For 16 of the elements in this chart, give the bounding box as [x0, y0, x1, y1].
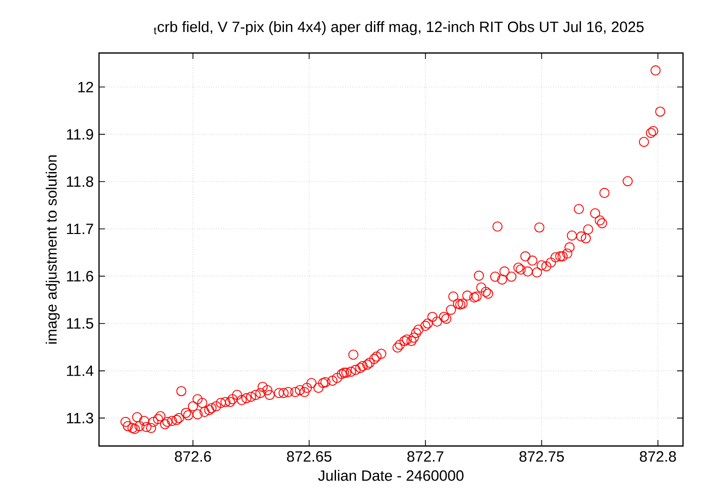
y-tick-label: 11.7	[66, 224, 94, 234]
y-tick-label: 12	[78, 82, 94, 92]
chart-title: $_{t}$crb field, V 7-pix (bin 4x4) aper diff mag, 12-inch RIT Obs UT Jul 16, 2025	[154, 21, 644, 36]
x-axis-title: Julian Date - 2460000	[318, 470, 464, 481]
y-tick-label: 11.5	[66, 318, 94, 329]
x-tick-label: 872.65	[286, 451, 332, 462]
x-tick-label: 872.6	[174, 451, 211, 462]
x-tick-label: 872.8	[640, 451, 676, 462]
y-tick-label: 11.8	[66, 176, 94, 187]
y-tick-label: 11.6	[66, 270, 94, 282]
y-axis-title: image adjustment to solution	[46, 155, 60, 344]
x-tick-label: 872.7	[407, 451, 444, 462]
x-tick-label: 872.75	[519, 451, 564, 462]
y-tick-label: 11.3	[66, 412, 94, 424]
y-tick-label: 11.9	[66, 129, 94, 140]
y-tick-label: 11.4	[66, 366, 94, 376]
